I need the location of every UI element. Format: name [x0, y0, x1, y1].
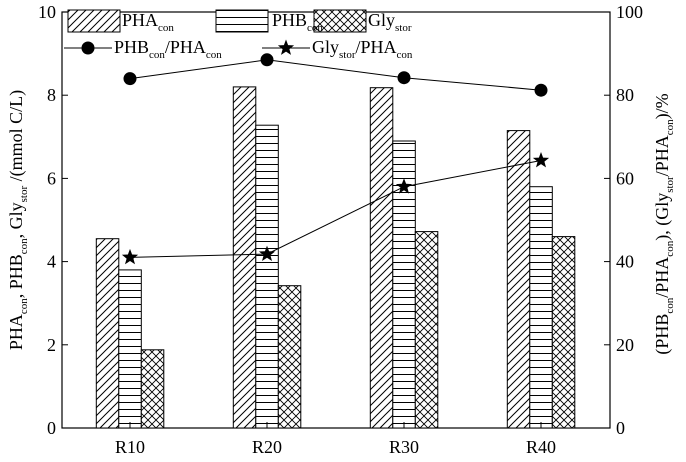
- point-gly-stor-over-pha-con-r10: [121, 248, 139, 265]
- y2-tick-label: 100: [616, 2, 643, 22]
- bar-pha-con-r30: [369, 87, 394, 429]
- bar-phb-con-r40: [529, 186, 553, 429]
- y2-tick-label: 60: [616, 168, 634, 188]
- legend-marker-circle: [81, 41, 95, 55]
- legend-label-ratio2: Glystor/PHAcon: [312, 37, 413, 61]
- y-tick-label: 6: [47, 168, 56, 188]
- y-tick-label: 2: [47, 335, 56, 355]
- point-phb-con-over-pha-con-r10: [123, 72, 137, 86]
- y-tick-label: 8: [47, 85, 56, 105]
- x-tick-label: R30: [389, 437, 419, 457]
- y-tick-label: 0: [47, 418, 56, 438]
- legend-label-pha: PHAcon: [122, 10, 174, 34]
- lines-layer: [121, 53, 550, 265]
- bar-pha-con-r40: [506, 130, 531, 429]
- point-gly-stor-over-pha-con-r30: [395, 178, 413, 194]
- point-gly-stor-over-pha-con-r40: [532, 152, 550, 168]
- y2-tick-label: 80: [616, 85, 634, 105]
- x-tick-label: R40: [526, 437, 556, 457]
- legend-marker-star: [277, 39, 295, 55]
- bar-gly-stor-r20: [277, 285, 302, 429]
- legend-glyphs: [64, 9, 367, 55]
- legend-label-gly: Glystor: [368, 10, 412, 34]
- point-gly-stor-over-pha-con-r20: [258, 245, 276, 261]
- bar-phb-con-r10: [118, 269, 142, 429]
- y2-tick-label: 0: [616, 418, 625, 438]
- bar-phb-con-r20: [255, 124, 279, 429]
- line-phb-con-over-pha-con: [129, 59, 542, 91]
- y-tick-label: 4: [47, 252, 56, 272]
- x-tick-label: R10: [115, 437, 145, 457]
- bar-gly-stor-r40: [551, 236, 576, 429]
- bar-pha-con-r20: [232, 86, 257, 429]
- bar-gly-stor-r30: [414, 231, 439, 429]
- point-phb-con-over-pha-con-r30: [397, 71, 411, 85]
- bar-pha-con-r10: [95, 238, 120, 429]
- legend-label-ratio1: PHBcon/PHAcon: [114, 37, 222, 61]
- point-phb-con-over-pha-con-r40: [534, 83, 548, 97]
- y2-tick-label: 20: [616, 335, 634, 355]
- y-tick-label: 10: [38, 2, 56, 22]
- point-phb-con-over-pha-con-r20: [260, 53, 274, 67]
- y2-tick-label: 40: [616, 252, 634, 272]
- bar-gly-stor-r10: [140, 349, 165, 429]
- y-axis-title: PHAcon, PHBcon, Glystor /(mmol C/L): [6, 90, 30, 350]
- legend-swatch-gly: [313, 9, 367, 33]
- bars-layer: [95, 86, 576, 429]
- legend-swatch-phb: [215, 9, 269, 33]
- legend-swatch-pha: [67, 9, 121, 33]
- x-tick-label: R20: [252, 437, 282, 457]
- y2-axis-title: (PHBcon/PHAcon), (Glystor/PHAcon)/%: [652, 93, 676, 354]
- legend-label-phb: PHBcon: [272, 10, 323, 34]
- line-gly-stor-over-pha-con: [129, 160, 542, 258]
